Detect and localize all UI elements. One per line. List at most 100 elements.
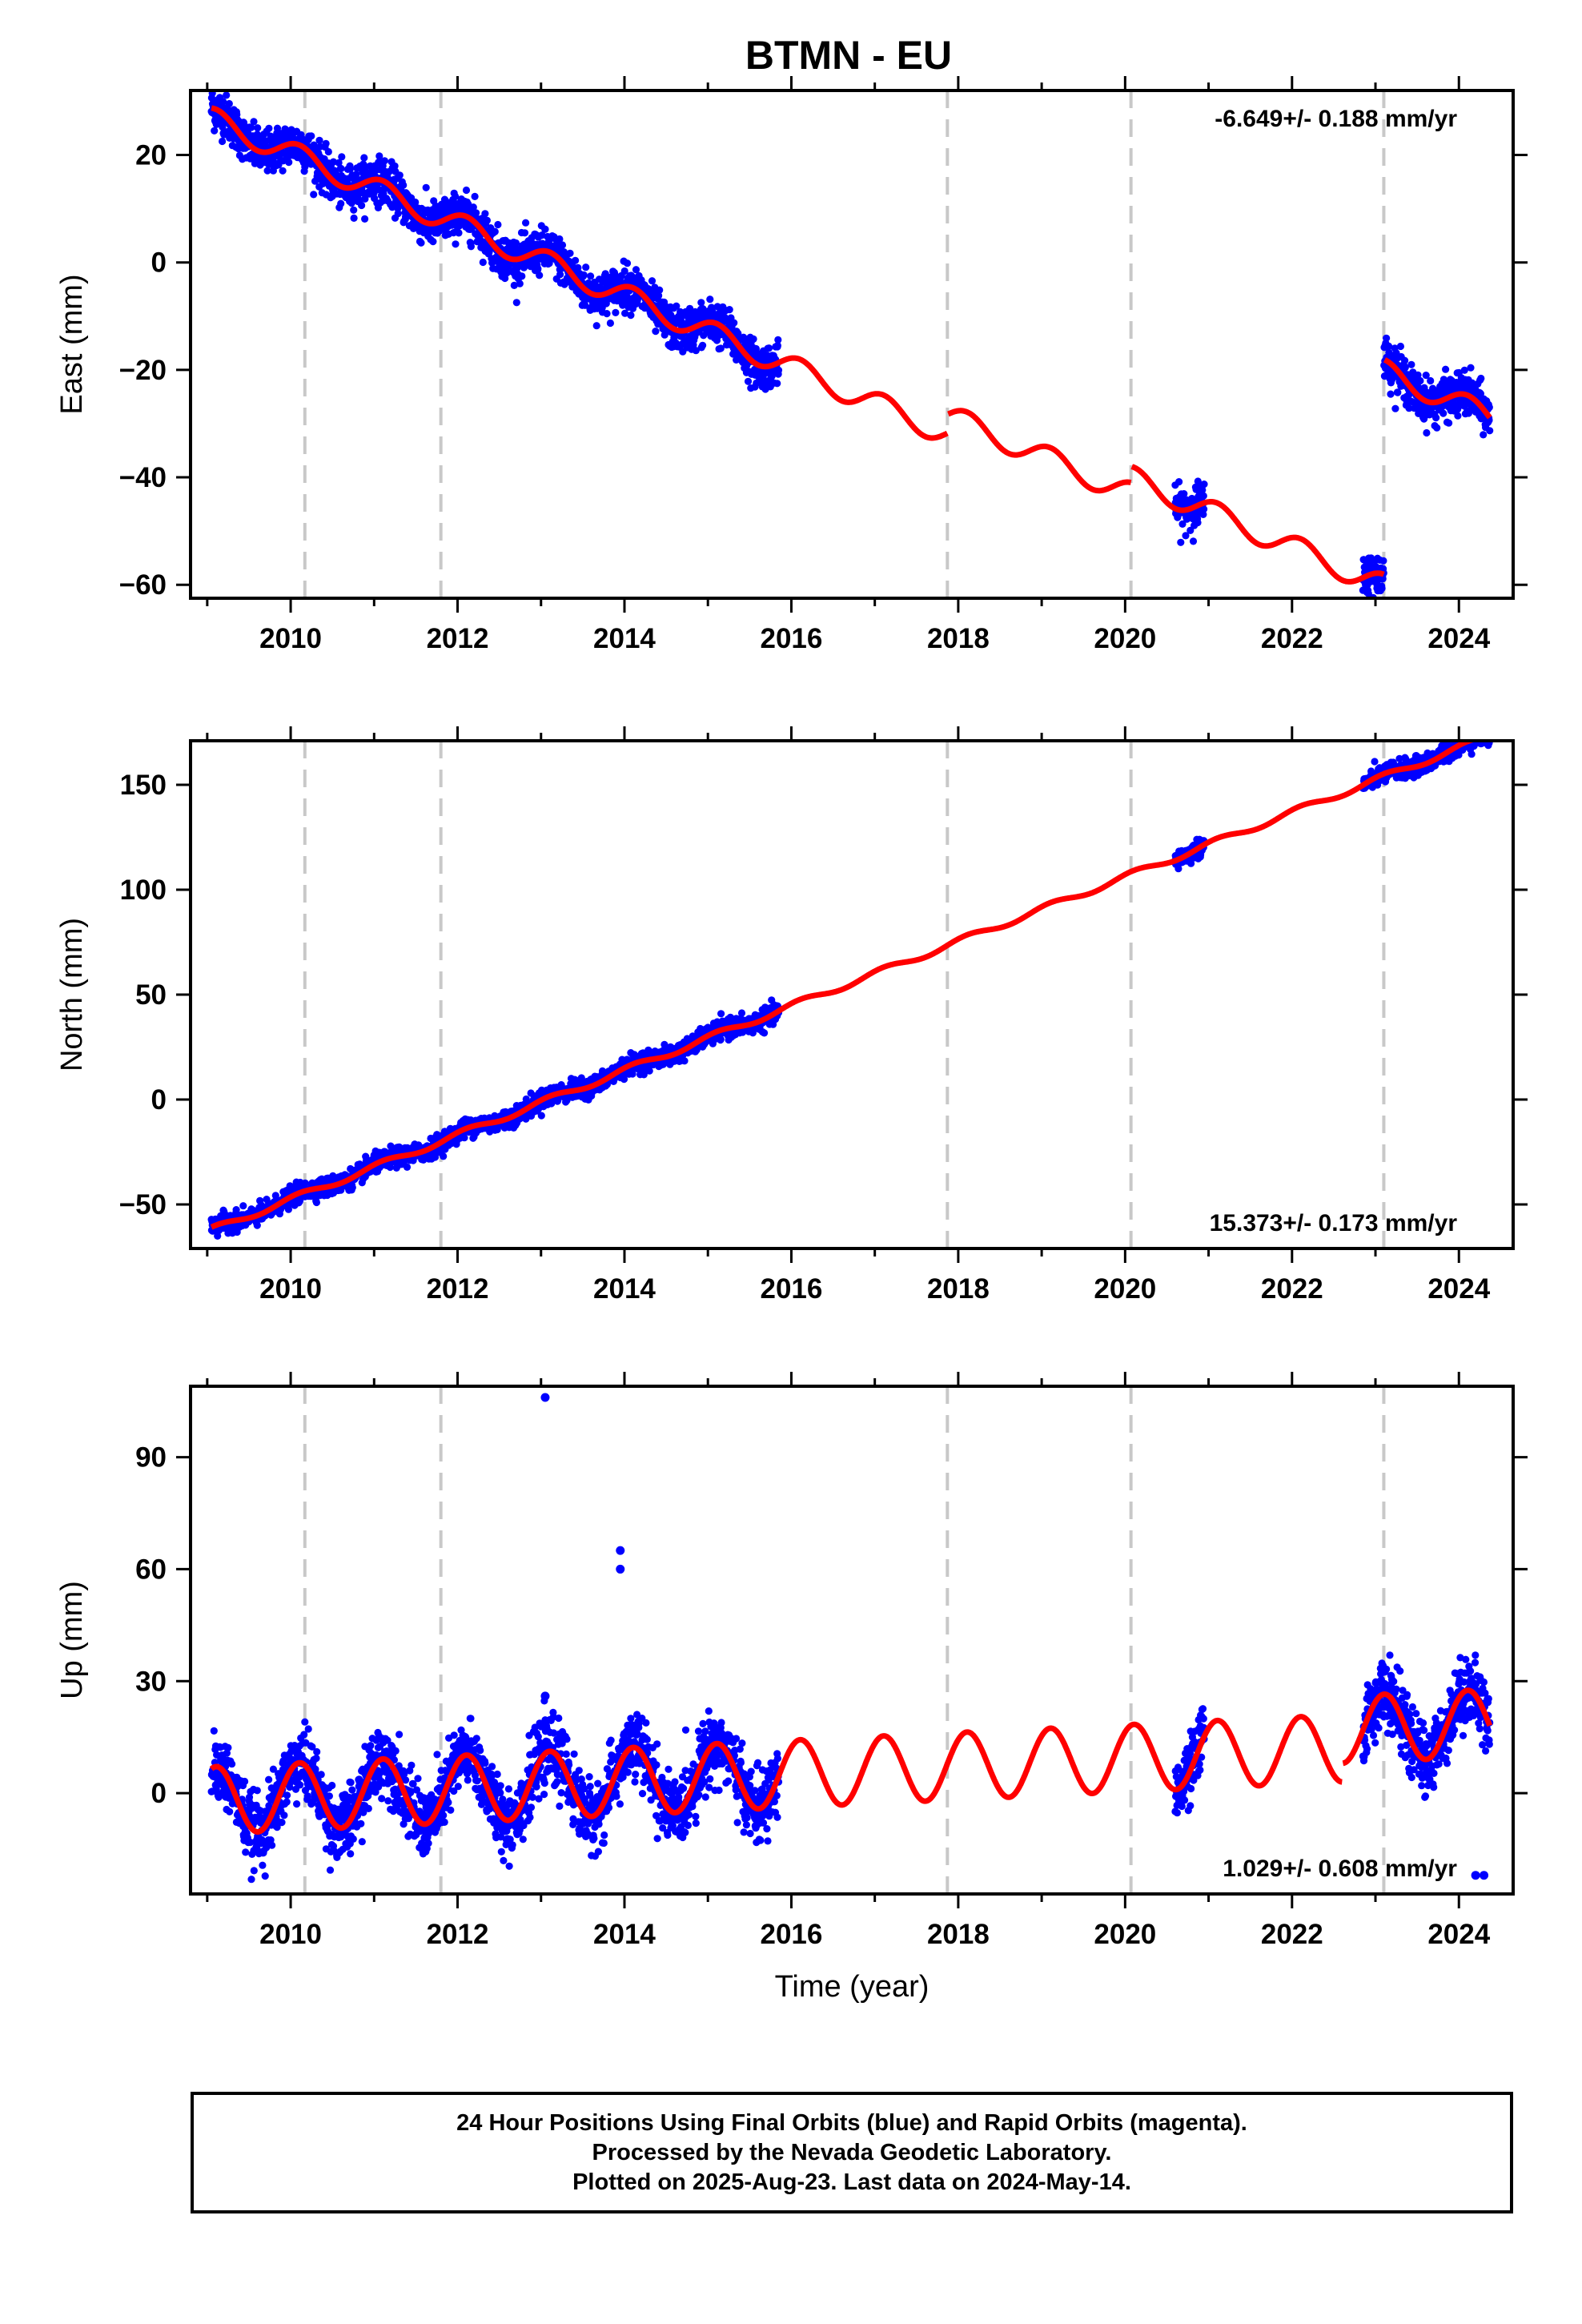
observation-point xyxy=(452,192,460,200)
observation-point xyxy=(247,123,255,131)
observation-point xyxy=(307,132,315,140)
observation-point xyxy=(219,137,227,146)
observation-point xyxy=(358,201,366,210)
observation-point xyxy=(1189,537,1198,545)
observation-point xyxy=(1378,585,1386,593)
observation-point xyxy=(512,239,520,247)
observation-point xyxy=(717,1010,725,1018)
observation-point xyxy=(566,249,574,257)
observation-point xyxy=(469,203,477,211)
observation-point xyxy=(440,1152,448,1160)
observation-point xyxy=(773,380,781,388)
observation-point xyxy=(491,227,499,235)
observation-point xyxy=(692,347,700,355)
x-tick-label: 2022 xyxy=(1261,623,1323,654)
observation-point xyxy=(1423,428,1431,437)
observation-point xyxy=(1445,419,1453,427)
x-tick-label: 2014 xyxy=(593,623,656,654)
observation-point xyxy=(632,266,640,274)
observation-point xyxy=(545,259,553,267)
observation-point xyxy=(572,256,580,264)
observation-point xyxy=(310,191,318,199)
x-tick-label: 2018 xyxy=(927,623,990,654)
observation-point xyxy=(504,267,512,276)
observation-point xyxy=(1477,732,1484,739)
observation-point xyxy=(556,235,564,243)
observation-point xyxy=(1199,492,1207,500)
observation-point xyxy=(717,344,725,352)
observation-point xyxy=(250,118,258,126)
observation-point xyxy=(279,167,287,175)
observation-point xyxy=(623,259,632,267)
observation-point xyxy=(558,241,567,249)
observation-point xyxy=(223,91,231,99)
observation-point xyxy=(744,377,753,385)
observation-point xyxy=(1467,364,1475,372)
observation-point xyxy=(620,267,628,275)
observation-point xyxy=(1464,730,1472,737)
observation-point xyxy=(1463,731,1470,738)
observation-point xyxy=(352,171,360,179)
observation-point xyxy=(699,341,707,349)
x-tick-label: 2020 xyxy=(1094,623,1156,654)
observation-point xyxy=(1199,486,1207,494)
observation-point xyxy=(452,240,460,248)
observation-point xyxy=(265,124,273,132)
observation-point xyxy=(556,271,564,279)
observation-point xyxy=(1379,575,1387,583)
observation-point xyxy=(1442,365,1450,373)
observation-point xyxy=(380,157,388,165)
observation-point xyxy=(472,209,480,217)
observation-point xyxy=(1401,356,1409,364)
observation-point xyxy=(512,299,520,307)
observation-point xyxy=(1175,478,1183,486)
observation-point xyxy=(239,1202,247,1210)
observation-point xyxy=(1427,376,1435,385)
observation-point xyxy=(603,310,611,318)
observations-final-orbits xyxy=(207,90,1494,608)
observation-point xyxy=(1180,490,1188,498)
x-tick-label: 2010 xyxy=(259,623,322,654)
observation-point xyxy=(1383,334,1391,342)
observation-point xyxy=(1477,374,1485,383)
observation-point xyxy=(774,366,783,374)
observation-point xyxy=(1200,480,1208,489)
observation-point xyxy=(1379,601,1386,608)
x-tick-label: 2024 xyxy=(1427,623,1490,654)
observation-point xyxy=(273,124,282,132)
x-tick-label: 2012 xyxy=(427,623,489,654)
observation-point xyxy=(1486,427,1494,435)
observation-point xyxy=(479,258,487,267)
observation-point xyxy=(394,210,402,218)
observation-point xyxy=(1379,557,1387,565)
y-tick-label: −40 xyxy=(119,462,167,493)
observation-point xyxy=(253,1221,261,1229)
observation-point xyxy=(219,98,227,106)
observation-point xyxy=(337,199,345,207)
observation-point xyxy=(1414,371,1422,379)
observation-point xyxy=(375,152,383,160)
observation-point xyxy=(761,1029,769,1037)
observation-point xyxy=(537,1112,545,1120)
observation-point xyxy=(656,286,664,294)
observation-point xyxy=(1468,750,1476,758)
observation-point xyxy=(520,229,529,237)
observation-point xyxy=(312,1198,320,1207)
observation-point xyxy=(1472,728,1479,735)
observation-point xyxy=(211,127,219,135)
observation-point xyxy=(1394,388,1402,396)
observation-point xyxy=(337,164,345,173)
observation-point xyxy=(350,214,358,222)
observation-point xyxy=(285,159,293,167)
observation-point xyxy=(1391,404,1399,412)
observation-point xyxy=(1460,366,1468,374)
observation-point xyxy=(1194,519,1202,527)
observation-point xyxy=(360,154,368,162)
y-tick-label: 20 xyxy=(135,140,167,171)
observation-point xyxy=(225,99,233,108)
observation-point xyxy=(652,328,660,336)
observation-point xyxy=(516,279,524,287)
observation-point xyxy=(417,239,425,247)
y-tick-label: 0 xyxy=(151,247,167,279)
